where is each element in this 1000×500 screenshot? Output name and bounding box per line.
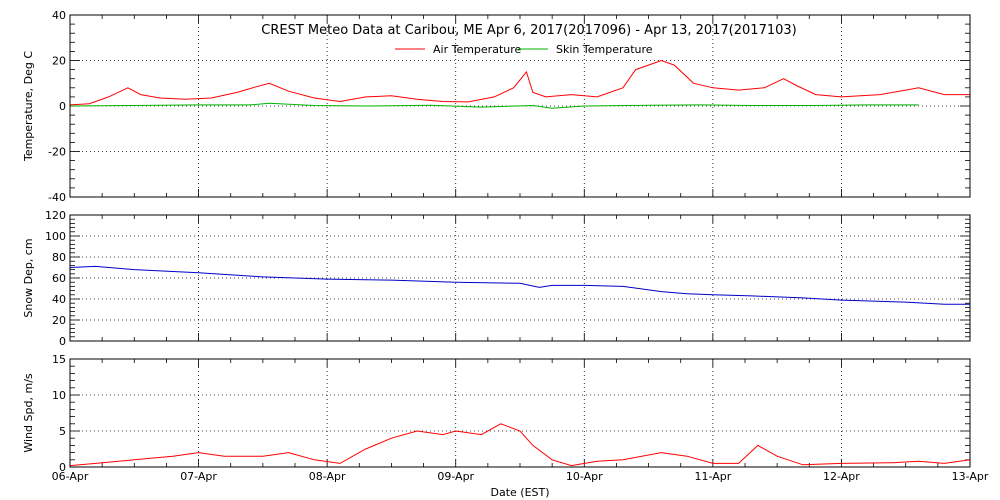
series-line-0-0	[69, 59, 970, 106]
series-line-0-1	[69, 102, 919, 109]
y-axis-label: Snow Dep, cm	[22, 238, 35, 317]
panel-frame	[69, 14, 971, 198]
y-tick-label: 0	[59, 100, 66, 113]
x-tick-label: 07-Apr	[180, 470, 217, 483]
y-tick-label: 5	[59, 425, 66, 438]
y-tick-label: 40	[52, 293, 66, 306]
y-tick-label: -40	[48, 191, 66, 204]
y-tick-label: 120	[45, 209, 66, 222]
y-tick-label: 0	[59, 461, 66, 474]
legend-label: Air Temperature	[433, 43, 522, 56]
y-tick-label: -20	[48, 146, 66, 159]
x-axis-label: Date (EST)	[490, 486, 549, 499]
legend-label: Skin Temperature	[556, 43, 653, 56]
y-tick-label: 20	[52, 314, 66, 327]
x-tick-label: 13-Apr	[952, 470, 989, 483]
y-tick-label: 60	[52, 272, 66, 285]
panel-frame	[69, 358, 971, 468]
y-tick-label: 80	[52, 251, 66, 264]
y-tick-label: 10	[52, 389, 66, 402]
series-line-2-0	[69, 423, 971, 467]
y-tick-label: 0	[59, 335, 66, 348]
y-tick-label: 100	[45, 230, 66, 243]
y-axis-label: Temperature, Deg C	[22, 51, 35, 162]
panel-0: -40 -20 0 20 40 Temperature, Deg C Air Tempera…	[22, 9, 971, 204]
y-axis-label: Wind Spd, m/s	[22, 373, 35, 453]
series-line-1-0	[69, 265, 970, 305]
y-tick-label: 15	[52, 353, 66, 366]
panel-2: 0 5 10 15 Wind Spd, m/s	[22, 353, 971, 474]
y-tick-label: 20	[52, 55, 66, 68]
x-tick-label: 09-Apr	[437, 470, 474, 483]
panel-frame	[69, 214, 971, 342]
chart-title: CREST Meteo Data at Caribou, ME Apr 6, 2…	[261, 23, 796, 38]
x-tick-label: 08-Apr	[309, 470, 346, 483]
x-tick-label: 06-Apr	[52, 470, 89, 483]
x-tick-label: 12-Apr	[823, 470, 860, 483]
panel-1: 0 20 40 60 80 100 120 Snow Dep, cm	[22, 209, 971, 348]
chart-panels: -40 -20 0 20 40 Temperature, Deg C Air Tempera…	[22, 9, 989, 483]
y-tick-label: 40	[52, 9, 66, 22]
x-tick-label: 10-Apr	[566, 470, 603, 483]
x-tick-label: 11-Apr	[694, 470, 731, 483]
